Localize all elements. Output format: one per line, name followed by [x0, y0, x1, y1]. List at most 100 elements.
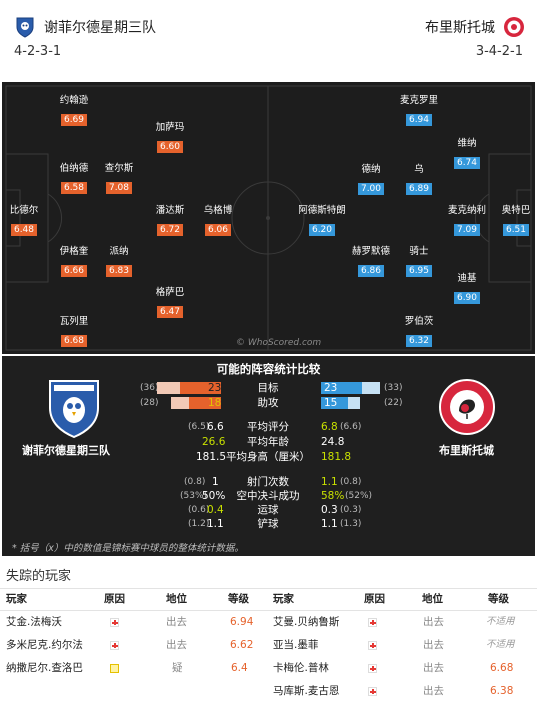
- away-value-bar: [321, 382, 362, 394]
- home-value: 23: [208, 382, 222, 394]
- away-player[interactable]: 赫罗默德 6.86: [351, 246, 390, 277]
- away-value: 1.1: [321, 476, 338, 488]
- compare-away-name: 布里斯托城: [439, 444, 494, 457]
- home-player[interactable]: 格萨巴 6.47: [155, 287, 185, 318]
- player-name[interactable]: 卡梅伦.普林: [273, 662, 329, 674]
- player-name[interactable]: 艾金.法梅沃: [6, 616, 62, 628]
- player-status: 出去: [166, 639, 187, 651]
- home-player[interactable]: 约翰逊 6.69: [59, 95, 89, 126]
- player-rating: 7.08: [105, 182, 133, 194]
- away-player[interactable]: 德纳 7.00: [341, 164, 401, 195]
- missing-row-away[interactable]: 艾曼.贝纳鲁斯 出去 不适用: [268, 611, 537, 633]
- injury-icon: [368, 618, 377, 627]
- player-rating: 6.69: [60, 114, 88, 126]
- stat-label: 助攻: [257, 397, 279, 409]
- away-value: 6.8: [321, 421, 338, 433]
- col-rating: 等级: [228, 593, 249, 605]
- missing-row-away[interactable]: 马库斯.麦古恩 出去 6.38: [268, 680, 537, 702]
- player-name[interactable]: 亚当.墨菲: [273, 639, 319, 651]
- player-name[interactable]: 纳撒尼尔.查洛巴: [6, 662, 83, 674]
- stat-label: 运球: [257, 504, 279, 516]
- home-player[interactable]: 乌格博 6.06: [203, 205, 233, 236]
- injury-icon: [368, 664, 377, 673]
- player-rating: 6.62: [230, 639, 254, 651]
- missing-players-title: 失踪的玩家: [6, 569, 72, 584]
- stat-label: 平均身高（厘米）: [226, 451, 310, 463]
- player-rating: 6.83: [105, 265, 133, 277]
- player-rating: 6.94: [230, 616, 254, 628]
- home-value: 18: [208, 397, 222, 409]
- player-status: 出去: [423, 639, 444, 651]
- home-value: 1.1: [207, 518, 224, 530]
- home-player[interactable]: 比德尔 6.48: [9, 205, 39, 236]
- player-name[interactable]: 多米尼克.约尔法: [6, 639, 83, 651]
- player-name[interactable]: 马库斯.麦古恩: [273, 685, 340, 697]
- away-player[interactable]: 麦克纳利 7.09: [447, 205, 486, 236]
- player-rating: 不适用: [486, 616, 515, 627]
- lineup-comparison: 可能的阵容统计比较 谢菲尔德星期三队 布里斯托城 (36) 23 目标 23 (…: [2, 356, 535, 556]
- away-value: 1.1: [321, 518, 338, 530]
- missing-row-home[interactable]: 艾金.法梅沃 出去 6.94: [0, 611, 268, 633]
- away-team-name: 布里斯托城: [425, 20, 495, 36]
- watermark: © WhoScored.com: [236, 338, 322, 348]
- player-rating: 6.89: [405, 183, 433, 195]
- home-player[interactable]: 查尔斯 7.08: [104, 163, 134, 194]
- missing-row-home[interactable]: 多米尼克.约尔法 出去 6.62: [0, 634, 268, 656]
- away-value: 58%: [321, 490, 345, 502]
- compare-home-name: 谢菲尔德星期三队: [22, 444, 110, 457]
- missing-row-away[interactable]: 卡梅伦.普林 出去 6.68: [268, 657, 537, 679]
- injury-icon: [368, 641, 377, 650]
- away-player[interactable]: 奥特巴 6.51: [501, 205, 531, 236]
- home-value-bar: [180, 382, 221, 394]
- col-status: 地位: [166, 593, 187, 605]
- injury-icon: [110, 618, 119, 627]
- home-player[interactable]: 潘达斯 6.72: [155, 205, 185, 236]
- away-player[interactable]: 维纳 6.74: [437, 138, 497, 169]
- away-team[interactable]: 布里斯托城: [425, 16, 525, 38]
- home-value: 181.5: [196, 451, 227, 463]
- owl-crest-icon: [16, 17, 34, 38]
- stat-label: 平均评分: [247, 421, 289, 433]
- pitch-lines: [5, 85, 532, 351]
- away-player[interactable]: 麦克罗里 6.94: [399, 95, 438, 126]
- home-player[interactable]: 伯纳德 6.58: [59, 163, 89, 194]
- player-rating: 6.74: [453, 157, 481, 169]
- col-player: 玩家: [273, 593, 294, 605]
- player-status: 出去: [423, 616, 444, 628]
- player-status: 出去: [423, 662, 444, 674]
- home-team[interactable]: 谢菲尔德星期三队: [14, 16, 156, 38]
- away-value-bar: [321, 397, 348, 409]
- injury-icon: [368, 687, 377, 696]
- missing-row-away[interactable]: 亚当.墨菲 出去 不适用: [268, 634, 537, 656]
- player-rating: 6.38: [490, 685, 514, 697]
- comparison-title: 可能的阵容统计比较: [216, 362, 321, 376]
- home-player[interactable]: 加萨玛 6.60: [155, 122, 185, 153]
- away-player[interactable]: 罗伯茨 6.32: [404, 316, 434, 347]
- home-value: 26.6: [202, 436, 226, 448]
- away-player[interactable]: 迪基 6.90: [437, 273, 497, 304]
- away-par: (22): [384, 398, 403, 408]
- away-value: 15: [324, 397, 338, 409]
- stat-label: 空中决斗成功: [236, 490, 300, 502]
- player-name[interactable]: 艾曼.贝纳鲁斯: [273, 616, 340, 628]
- match-header: 谢菲尔德星期三队 布里斯托城 4-2-3-1 3-4-2-1: [0, 0, 537, 80]
- home-player[interactable]: 伊格奎 6.66: [59, 246, 89, 277]
- player-rating: 6.47: [156, 306, 184, 318]
- doubtful-icon: [110, 664, 119, 673]
- stat-label: 铲球: [257, 518, 279, 530]
- player-rating: 6.20: [308, 224, 336, 236]
- home-player[interactable]: 瓦列里 6.68: [59, 316, 89, 347]
- missing-row-home[interactable]: 纳撒尼尔.查洛巴 疑 6.4: [0, 657, 268, 679]
- away-player[interactable]: 骑士 6.95: [389, 246, 449, 277]
- footnote: * 括号（x）中的数值是锦标赛中球员的整体统计数据。: [12, 543, 244, 554]
- home-player[interactable]: 派纳 6.83: [89, 246, 149, 277]
- home-value: 0.4: [207, 504, 224, 516]
- player-rating: 6.58: [60, 182, 88, 194]
- player-rating: 6.68: [60, 335, 88, 347]
- player-rating: 6.86: [357, 265, 385, 277]
- away-value: 181.8: [321, 451, 352, 463]
- away-player[interactable]: 乌 6.89: [389, 164, 449, 195]
- home-team-name: 谢菲尔德星期三队: [44, 20, 156, 36]
- away-player[interactable]: 阿德斯特朗 6.20: [298, 205, 346, 236]
- player-status: 出去: [166, 616, 187, 628]
